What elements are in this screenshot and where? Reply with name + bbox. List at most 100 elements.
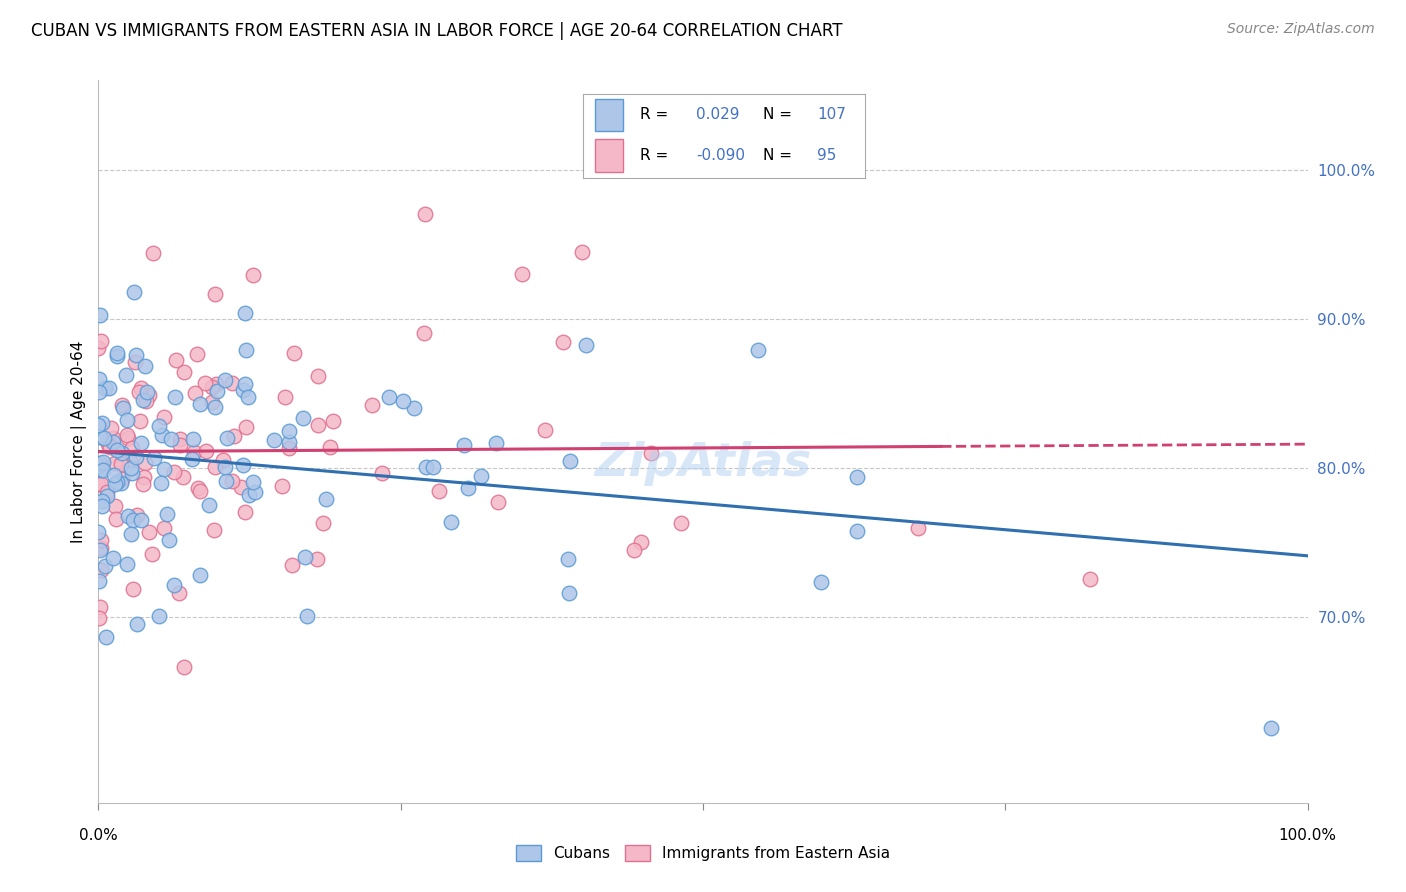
Point	[278, 424, 301, 438]
Point	[558, 585, 581, 599]
Point	[87, 477, 110, 491]
Point	[135, 393, 157, 408]
Point	[87, 525, 110, 540]
Point	[89, 456, 111, 470]
Point	[115, 558, 138, 572]
Point	[413, 326, 436, 340]
Point	[205, 384, 228, 398]
Point	[98, 381, 121, 395]
Point	[392, 394, 415, 409]
Point	[90, 493, 112, 508]
Text: N =: N =	[763, 148, 793, 163]
Text: CUBAN VS IMMIGRANTS FROM EASTERN ASIA IN LABOR FORCE | AGE 20-64 CORRELATION CHA: CUBAN VS IMMIGRANTS FROM EASTERN ASIA IN…	[31, 22, 842, 40]
Point	[233, 505, 256, 519]
Point	[307, 417, 329, 432]
Point	[470, 469, 492, 483]
Point	[110, 476, 132, 491]
Text: 95: 95	[817, 148, 837, 163]
Point	[413, 207, 436, 221]
Point	[105, 475, 128, 489]
Point	[100, 420, 122, 434]
Point	[96, 485, 118, 500]
Point	[242, 268, 264, 283]
Point	[747, 343, 769, 358]
Point	[90, 533, 112, 547]
Point	[242, 475, 264, 489]
Point	[111, 446, 134, 460]
Point	[307, 369, 329, 384]
Point	[153, 461, 176, 475]
Point	[160, 432, 183, 446]
Point	[273, 390, 295, 404]
Point	[204, 287, 226, 301]
Point	[214, 373, 236, 387]
Point	[110, 457, 132, 471]
Point	[415, 460, 437, 475]
Point	[235, 306, 257, 320]
Point	[169, 437, 191, 451]
Point	[221, 474, 243, 488]
Point	[94, 558, 117, 573]
Point	[150, 476, 173, 491]
Point	[121, 441, 143, 455]
Point	[263, 433, 285, 447]
Point	[307, 552, 329, 566]
Point	[197, 498, 219, 512]
Point	[184, 386, 207, 401]
Point	[297, 608, 319, 623]
Point	[143, 451, 166, 466]
Point	[125, 508, 148, 522]
Point	[194, 376, 217, 390]
Point	[157, 533, 180, 547]
Point	[404, 401, 426, 415]
Point	[117, 431, 139, 445]
Point	[125, 617, 148, 632]
Point	[212, 453, 235, 467]
Point	[87, 574, 110, 588]
Point	[278, 441, 301, 455]
Point	[141, 547, 163, 561]
Point	[90, 563, 112, 577]
Point	[124, 355, 146, 369]
Point	[152, 428, 174, 442]
Point	[235, 343, 257, 357]
Point	[623, 542, 645, 557]
Point	[319, 440, 342, 454]
Point	[238, 488, 260, 502]
Point	[90, 417, 112, 431]
Point	[271, 478, 294, 492]
Point	[278, 435, 301, 450]
Point	[142, 245, 165, 260]
Point	[104, 477, 127, 491]
Point	[89, 372, 111, 386]
Point	[111, 401, 134, 416]
Point	[173, 660, 195, 674]
Point	[371, 466, 394, 480]
Point	[104, 512, 127, 526]
Point	[103, 431, 125, 445]
Point	[129, 414, 152, 428]
Point	[105, 349, 128, 363]
Point	[422, 460, 444, 475]
Point	[87, 417, 110, 432]
Point	[93, 455, 115, 469]
Point	[575, 338, 598, 352]
Text: R =: R =	[640, 107, 668, 122]
Point	[188, 397, 211, 411]
Point	[90, 462, 112, 476]
Point	[110, 455, 132, 469]
Point	[128, 384, 150, 399]
Point	[90, 462, 112, 476]
Point	[294, 549, 316, 564]
Point	[485, 435, 508, 450]
Point	[94, 381, 117, 395]
Point	[132, 393, 155, 408]
Point	[315, 491, 337, 506]
Point	[214, 460, 236, 475]
Point	[125, 450, 148, 465]
Point	[486, 495, 509, 509]
Point	[571, 244, 593, 259]
Point	[104, 456, 127, 470]
Point	[457, 481, 479, 495]
Text: ZipAtlas: ZipAtlas	[595, 441, 811, 486]
